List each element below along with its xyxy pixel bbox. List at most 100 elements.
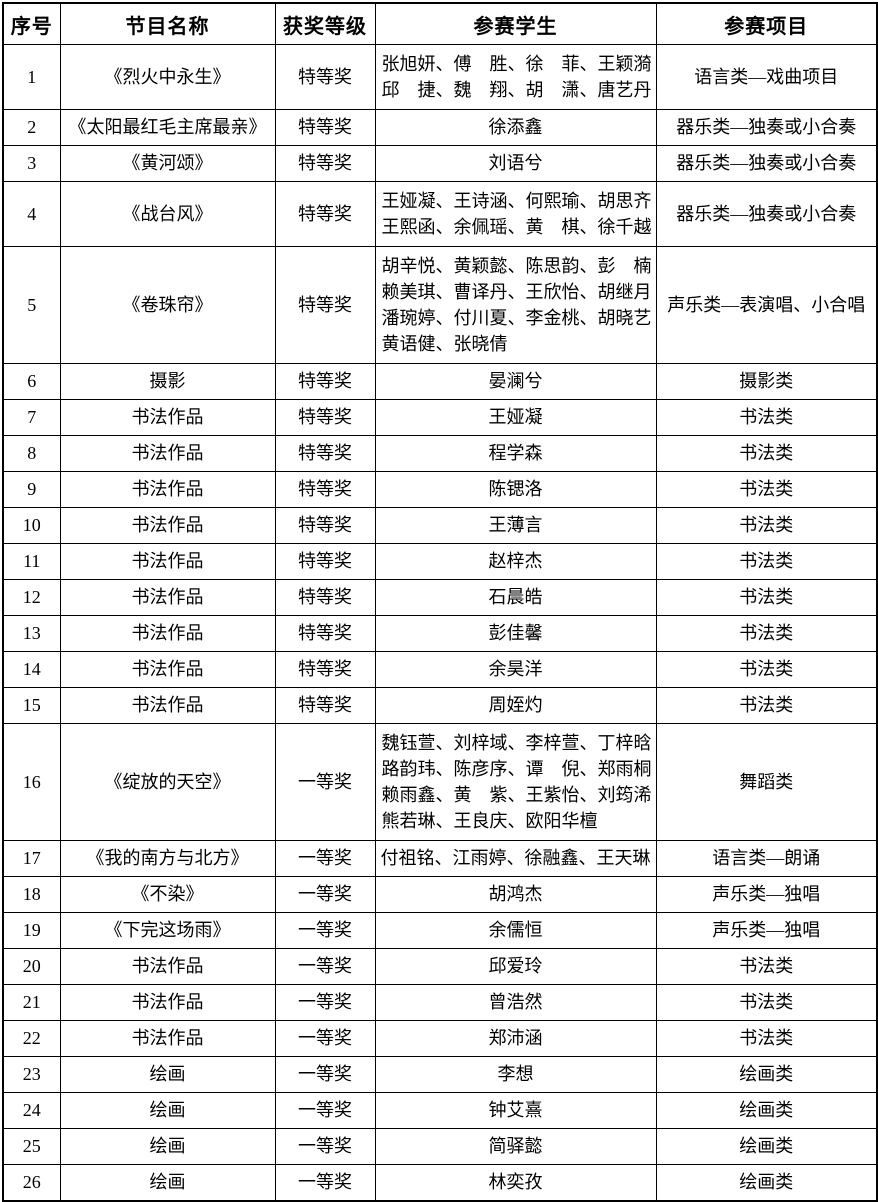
category-cell: 书法类 bbox=[655, 687, 878, 724]
row-number-cell: 7 bbox=[2, 399, 61, 436]
category-cell: 书法类 bbox=[655, 435, 878, 472]
award-level-cell: 特等奖 bbox=[274, 246, 376, 364]
award-level-cell: 特等奖 bbox=[274, 181, 376, 247]
students-cell: 张旭妍、傅 胜、徐 菲、王颖漪 邱 捷、魏 翔、胡 潇、唐艺丹 bbox=[374, 44, 657, 110]
category-cell: 书法类 bbox=[655, 651, 878, 688]
program-name-cell: 《烈火中永生》 bbox=[59, 44, 276, 110]
students-cell: 简驿懿 bbox=[374, 1128, 657, 1165]
category-cell: 书法类 bbox=[655, 543, 878, 580]
program-name-cell: 书法作品 bbox=[59, 471, 276, 508]
students-cell: 徐添鑫 bbox=[374, 109, 657, 146]
award-level-cell: 特等奖 bbox=[274, 435, 376, 472]
students-cell: 邱爱玲 bbox=[374, 948, 657, 985]
category-cell: 绘画类 bbox=[655, 1092, 878, 1129]
program-name-cell: 《卷珠帘》 bbox=[59, 246, 276, 364]
row-number-cell: 24 bbox=[2, 1092, 61, 1129]
students-cell: 赵梓杰 bbox=[374, 543, 657, 580]
table-header: 序号 节目名称 获奖等级 参赛学生 参赛项目 bbox=[2, 2, 878, 45]
students-cell: 陈锶洛 bbox=[374, 471, 657, 508]
header-row: 序号 节目名称 获奖等级 参赛学生 参赛项目 bbox=[2, 2, 878, 45]
award-level-cell: 特等奖 bbox=[274, 615, 376, 652]
category-cell: 语言类—戏曲项目 bbox=[655, 44, 878, 110]
table-row: 9 书法作品 特等奖 陈锶洛 书法类 bbox=[2, 471, 878, 508]
row-number-cell: 1 bbox=[2, 44, 61, 110]
students-cell: 钟艾熹 bbox=[374, 1092, 657, 1129]
category-cell: 摄影类 bbox=[655, 363, 878, 400]
award-level-cell: 一等奖 bbox=[274, 984, 376, 1021]
category-cell: 器乐类—独奏或小合奏 bbox=[655, 145, 878, 182]
program-name-cell: 《战台风》 bbox=[59, 181, 276, 247]
table-row: 1 《烈火中永生》 特等奖 张旭妍、傅 胜、徐 菲、王颖漪 邱 捷、魏 翔、胡 潇、唐… bbox=[2, 44, 878, 110]
header-students: 参赛学生 bbox=[374, 2, 657, 45]
program-name-cell: 书法作品 bbox=[59, 399, 276, 436]
header-category: 参赛项目 bbox=[655, 2, 878, 45]
students-cell: 曾浩然 bbox=[374, 984, 657, 1021]
award-level-cell: 特等奖 bbox=[274, 579, 376, 616]
students-cell: 刘语兮 bbox=[374, 145, 657, 182]
category-cell: 声乐类—表演唱、小合唱 bbox=[655, 246, 878, 364]
row-number-cell: 4 bbox=[2, 181, 61, 247]
program-name-cell: 书法作品 bbox=[59, 507, 276, 544]
program-name-cell: 书法作品 bbox=[59, 984, 276, 1021]
award-level-cell: 特等奖 bbox=[274, 145, 376, 182]
program-name-cell: 绘画 bbox=[59, 1128, 276, 1165]
table-row: 22 书法作品 一等奖 郑沛涵 书法类 bbox=[2, 1020, 878, 1057]
table-row: 19 《下完这场雨》 一等奖 余儒恒 声乐类—独唱 bbox=[2, 912, 878, 949]
table-row: 11 书法作品 特等奖 赵梓杰 书法类 bbox=[2, 543, 878, 580]
category-cell: 书法类 bbox=[655, 471, 878, 508]
students-cell: 郑沛涵 bbox=[374, 1020, 657, 1057]
row-number-cell: 2 bbox=[2, 109, 61, 146]
category-cell: 绘画类 bbox=[655, 1164, 878, 1202]
program-name-cell: 绘画 bbox=[59, 1056, 276, 1093]
program-name-cell: 书法作品 bbox=[59, 948, 276, 985]
category-cell: 绘画类 bbox=[655, 1128, 878, 1165]
award-level-cell: 特等奖 bbox=[274, 651, 376, 688]
category-cell: 书法类 bbox=[655, 507, 878, 544]
program-name-cell: 《不染》 bbox=[59, 876, 276, 913]
students-cell: 李想 bbox=[374, 1056, 657, 1093]
table-row: 26 绘画 一等奖 林奕孜 绘画类 bbox=[2, 1164, 878, 1202]
category-cell: 绘画类 bbox=[655, 1056, 878, 1093]
category-cell: 书法类 bbox=[655, 984, 878, 1021]
category-cell: 书法类 bbox=[655, 948, 878, 985]
row-number-cell: 9 bbox=[2, 471, 61, 508]
award-level-cell: 一等奖 bbox=[274, 840, 376, 877]
table-row: 21 书法作品 一等奖 曾浩然 书法类 bbox=[2, 984, 878, 1021]
students-cell: 付祖铭、江雨婷、徐融鑫、王天琳 bbox=[374, 840, 657, 877]
row-number-cell: 20 bbox=[2, 948, 61, 985]
header-number: 序号 bbox=[2, 2, 61, 45]
table-row: 15 书法作品 特等奖 周姪灼 书法类 bbox=[2, 687, 878, 724]
program-name-cell: 绘画 bbox=[59, 1092, 276, 1129]
award-level-cell: 一等奖 bbox=[274, 1020, 376, 1057]
students-cell: 胡辛悦、黄颖懿、陈思韵、彭 楠 赖美琪、曹译丹、王欣怡、胡继月 潘琬婷、付川夏、… bbox=[374, 246, 657, 364]
students-cell: 彭佳馨 bbox=[374, 615, 657, 652]
row-number-cell: 26 bbox=[2, 1164, 61, 1202]
award-level-cell: 一等奖 bbox=[274, 1164, 376, 1202]
program-name-cell: 书法作品 bbox=[59, 435, 276, 472]
row-number-cell: 22 bbox=[2, 1020, 61, 1057]
row-number-cell: 25 bbox=[2, 1128, 61, 1165]
table-row: 12 书法作品 特等奖 石晨皓 书法类 bbox=[2, 579, 878, 616]
program-name-cell: 《黄河颂》 bbox=[59, 145, 276, 182]
row-number-cell: 21 bbox=[2, 984, 61, 1021]
row-number-cell: 11 bbox=[2, 543, 61, 580]
program-name-cell: 书法作品 bbox=[59, 615, 276, 652]
students-cell: 余昊洋 bbox=[374, 651, 657, 688]
award-level-cell: 特等奖 bbox=[274, 687, 376, 724]
award-level-cell: 一等奖 bbox=[274, 912, 376, 949]
row-number-cell: 19 bbox=[2, 912, 61, 949]
table-row: 8 书法作品 特等奖 程学森 书法类 bbox=[2, 435, 878, 472]
award-level-cell: 特等奖 bbox=[274, 44, 376, 110]
category-cell: 器乐类—独奏或小合奏 bbox=[655, 181, 878, 247]
row-number-cell: 23 bbox=[2, 1056, 61, 1093]
table-row: 5 《卷珠帘》 特等奖 胡辛悦、黄颖懿、陈思韵、彭 楠 赖美琪、曹译丹、王欣怡、胡继月… bbox=[2, 246, 878, 364]
program-name-cell: 《绽放的天空》 bbox=[59, 723, 276, 841]
row-number-cell: 5 bbox=[2, 246, 61, 364]
table-row: 14 书法作品 特等奖 余昊洋 书法类 bbox=[2, 651, 878, 688]
award-level-cell: 特等奖 bbox=[274, 399, 376, 436]
table-row: 3 《黄河颂》 特等奖 刘语兮 器乐类—独奏或小合奏 bbox=[2, 145, 878, 182]
row-number-cell: 10 bbox=[2, 507, 61, 544]
program-name-cell: 绘画 bbox=[59, 1164, 276, 1202]
students-cell: 魏钰萱、刘梓域、李梓萱、丁梓晗 路韵玮、陈彦序、谭 倪、郑雨桐 赖雨鑫、黄 紫、… bbox=[374, 723, 657, 841]
